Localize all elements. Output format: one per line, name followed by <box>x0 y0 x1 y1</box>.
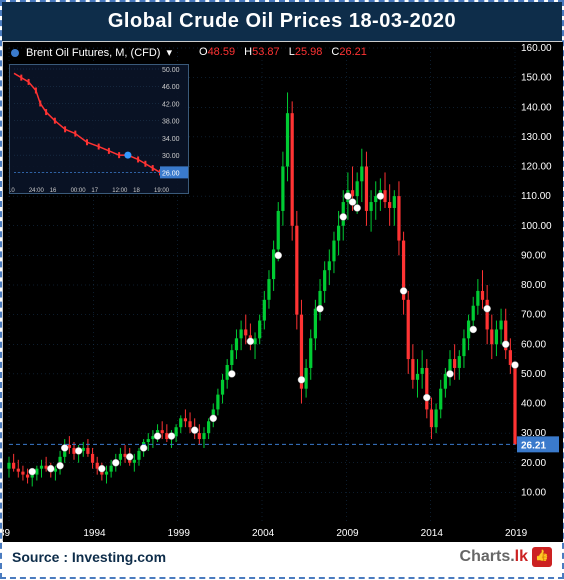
svg-text:24:00: 24:00 <box>29 188 45 194</box>
svg-text:10.00: 10.00 <box>521 487 546 498</box>
svg-text:50.00: 50.00 <box>521 369 546 380</box>
mini-chart-svg: 50.00 46.00 42.00 38.00 34.00 30.00 26.00 10 24:… <box>10 65 190 195</box>
logo-text-1: Charts. <box>460 548 515 566</box>
svg-text:1999: 1999 <box>168 528 191 539</box>
svg-text:2019: 2019 <box>505 528 528 539</box>
svg-text:110.00: 110.00 <box>521 191 551 202</box>
svg-text:130.00: 130.00 <box>521 132 552 143</box>
svg-text:20.00: 20.00 <box>521 458 546 469</box>
svg-text:46.00: 46.00 <box>162 84 180 91</box>
logo-text-2: lk <box>515 548 528 566</box>
main-frame: Global Crude Oil Prices 18-03-2020 Brent… <box>0 0 564 579</box>
svg-text:80.00: 80.00 <box>521 280 546 291</box>
svg-text:10: 10 <box>10 188 15 194</box>
svg-text:17: 17 <box>91 188 98 194</box>
mini-chart[interactable]: 50.00 46.00 42.00 38.00 34.00 30.00 26.00 10 24:… <box>9 64 189 194</box>
svg-text:60.00: 60.00 <box>521 339 546 350</box>
indicator-icon <box>11 49 19 57</box>
svg-text:30.00: 30.00 <box>162 153 180 160</box>
svg-text:2004: 2004 <box>252 528 275 539</box>
svg-text:50.00: 50.00 <box>162 67 180 74</box>
source-label: Source : Investing.com <box>12 549 166 565</box>
logo[interactable]: Charts.lk <box>460 547 552 567</box>
ohlc-low: 25.98 <box>295 46 323 58</box>
svg-text:140.00: 140.00 <box>521 102 552 113</box>
svg-text:34.00: 34.00 <box>162 136 180 143</box>
svg-text:70.00: 70.00 <box>521 310 546 321</box>
logo-icon <box>532 547 552 567</box>
svg-text:00:00: 00:00 <box>71 188 87 194</box>
instrument-label: Brent Oil Futures, M, (CFD) <box>26 47 160 59</box>
svg-text:160.00: 160.00 <box>521 43 552 54</box>
svg-text:26.00: 26.00 <box>162 170 180 177</box>
svg-text:2009: 2009 <box>336 528 359 539</box>
svg-text:100.00: 100.00 <box>521 221 552 232</box>
svg-text:40.00: 40.00 <box>521 399 546 410</box>
svg-text:38.00: 38.00 <box>162 119 180 126</box>
svg-text:150.00: 150.00 <box>521 73 552 84</box>
svg-text:120.00: 120.00 <box>521 162 552 173</box>
svg-text:2014: 2014 <box>421 528 444 539</box>
ohlc-display: O48.59 H53.87 L25.98 C26.21 <box>193 46 367 58</box>
svg-text:18: 18 <box>133 188 140 194</box>
svg-text:90.00: 90.00 <box>521 250 546 261</box>
ohlc-open: 48.59 <box>208 46 236 58</box>
page-title: Global Crude Oil Prices 18-03-2020 <box>2 2 562 41</box>
svg-text:12:00: 12:00 <box>112 188 128 194</box>
footer: Source : Investing.com Charts.lk <box>2 541 562 577</box>
svg-text:42.00: 42.00 <box>162 101 180 108</box>
ohlc-high: 53.87 <box>252 46 280 58</box>
svg-text:89: 89 <box>3 528 11 539</box>
svg-text:19:00: 19:00 <box>154 188 170 194</box>
dropdown-icon[interactable]: ▾ <box>166 46 172 59</box>
svg-text:16: 16 <box>50 188 57 194</box>
main-chart-container: Brent Oil Futures, M, (CFD) ▾ O48.59 H53… <box>2 41 562 541</box>
svg-text:26.21: 26.21 <box>521 440 546 451</box>
svg-text:1994: 1994 <box>83 528 106 539</box>
instrument-toolbar[interactable]: Brent Oil Futures, M, (CFD) ▾ <box>11 46 172 59</box>
ohlc-close: 26.21 <box>339 46 367 58</box>
